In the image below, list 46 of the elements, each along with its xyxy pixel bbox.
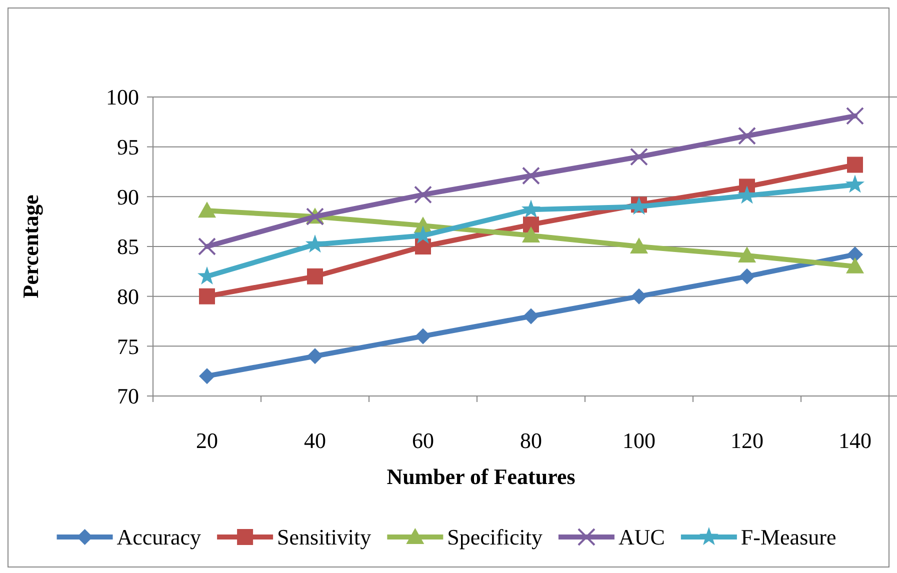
y-tick-label: 95 xyxy=(117,134,139,160)
point xyxy=(739,268,755,284)
point xyxy=(846,257,864,274)
x-tick-label: 40 xyxy=(304,428,326,453)
y-tick-label: 70 xyxy=(117,384,139,409)
point xyxy=(414,186,432,204)
legend-label: F-Measure xyxy=(740,524,836,550)
point xyxy=(630,238,648,254)
x-tick-label: 140 xyxy=(838,428,872,453)
point xyxy=(305,234,325,253)
point xyxy=(199,288,215,304)
point xyxy=(847,156,863,173)
legend-label: Accuracy xyxy=(116,524,202,550)
legend-label: Sensitivity xyxy=(277,524,372,550)
y-tick-label: 85 xyxy=(117,234,139,260)
point xyxy=(307,348,323,364)
y-tick-label: 75 xyxy=(117,334,139,359)
legend-label: AUC xyxy=(618,524,665,550)
x-tick-label: 100 xyxy=(622,428,656,453)
point xyxy=(415,328,431,344)
point xyxy=(631,288,647,304)
point xyxy=(846,106,864,125)
legend-label: Specificity xyxy=(447,524,542,550)
y-tick-label: 90 xyxy=(117,184,139,210)
point xyxy=(198,238,216,256)
point xyxy=(738,246,756,262)
point xyxy=(521,200,541,218)
point xyxy=(845,174,865,193)
point xyxy=(738,126,756,145)
x-tick-label: 80 xyxy=(520,428,542,453)
point xyxy=(847,246,863,262)
x-tick-label: 60 xyxy=(412,428,434,453)
point xyxy=(198,202,216,218)
y-tick-label: 100 xyxy=(106,84,139,110)
x-tick-label: 20 xyxy=(196,428,218,453)
x-axis-title: Number of Features xyxy=(386,464,576,489)
point xyxy=(630,148,648,166)
x-tick-label: 120 xyxy=(730,428,764,453)
y-tick-label: 80 xyxy=(117,284,139,310)
point xyxy=(523,308,539,324)
point xyxy=(199,368,215,384)
point xyxy=(307,268,323,284)
point xyxy=(522,226,540,243)
point xyxy=(522,166,540,185)
point xyxy=(523,216,539,233)
y-axis-title: Percentage xyxy=(18,194,43,298)
